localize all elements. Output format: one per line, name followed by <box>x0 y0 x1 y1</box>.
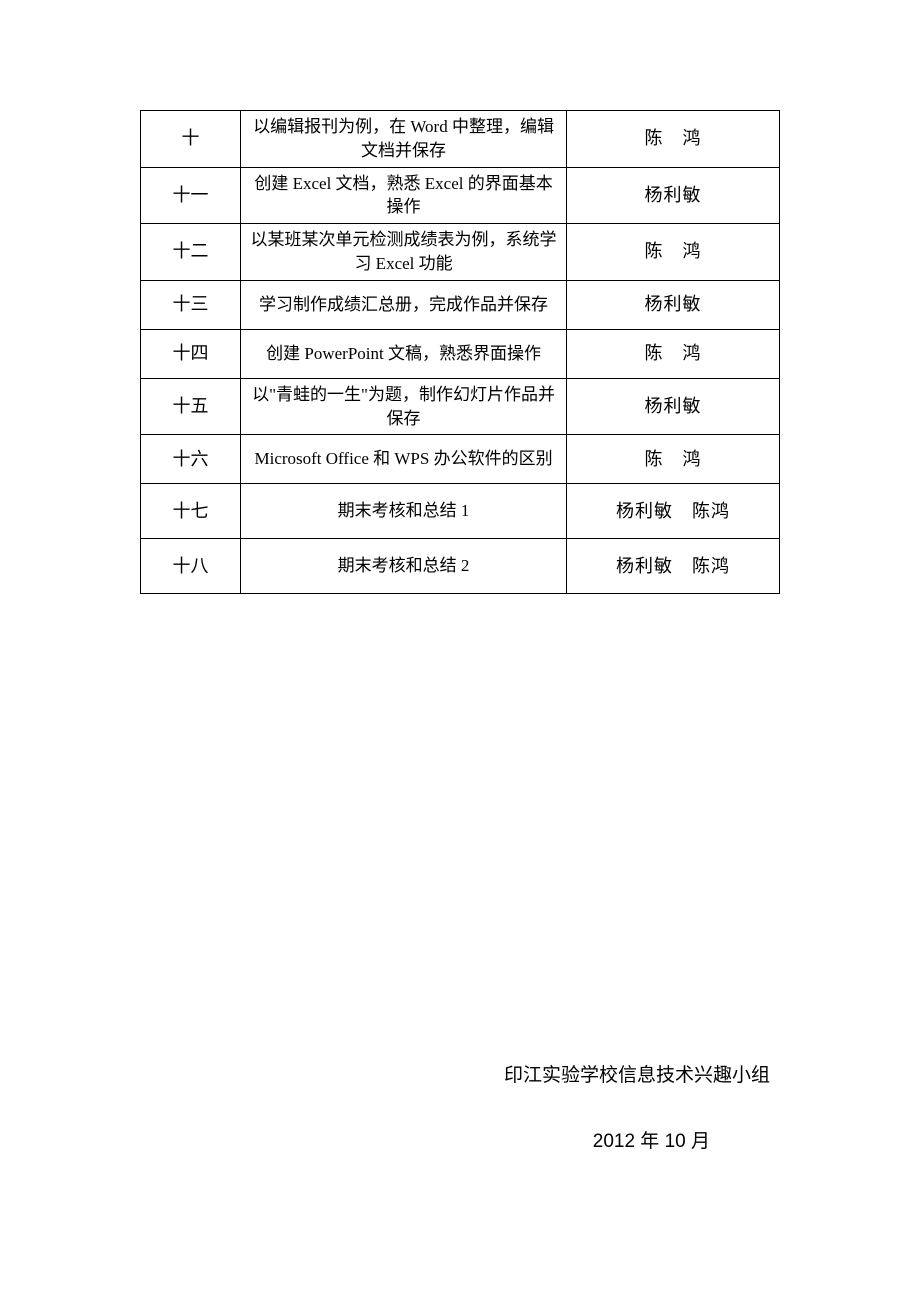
teacher-cell: 陈 鸿 <box>566 224 779 281</box>
table-row: 十一创建 Excel 文档，熟悉 Excel 的界面基本操作杨利敏 <box>141 167 780 224</box>
week-cell: 十五 <box>141 378 241 435</box>
content-cell: 以编辑报刊为例，在 Word 中整理，编辑文档并保存 <box>241 111 567 168</box>
content-cell: 以某班某次单元检测成绩表为例，系统学习 Excel 功能 <box>241 224 567 281</box>
table-row: 十六Microsoft Office 和 WPS 办公软件的区别陈 鸿 <box>141 435 780 484</box>
table-row: 十三学习制作成绩汇总册，完成作品并保存杨利敏 <box>141 280 780 329</box>
teacher-cell: 杨利敏 陈鸿 <box>566 484 779 539</box>
week-cell: 十七 <box>141 484 241 539</box>
teacher-cell: 陈 鸿 <box>566 435 779 484</box>
table-row: 十七期末考核和总结 1杨利敏 陈鸿 <box>141 484 780 539</box>
teacher-cell: 杨利敏 <box>566 167 779 224</box>
teacher-cell: 陈 鸿 <box>566 329 779 378</box>
content-cell: 期末考核和总结 2 <box>241 539 567 594</box>
table-row: 十二以某班某次单元检测成绩表为例，系统学习 Excel 功能陈 鸿 <box>141 224 780 281</box>
table-row: 十以编辑报刊为例，在 Word 中整理，编辑文档并保存陈 鸿 <box>141 111 780 168</box>
footer-organization: 印江实验学校信息技术兴趣小组 <box>504 1060 770 1087</box>
content-cell: 创建 PowerPoint 文稿，熟悉界面操作 <box>241 329 567 378</box>
week-cell: 十四 <box>141 329 241 378</box>
content-cell: Microsoft Office 和 WPS 办公软件的区别 <box>241 435 567 484</box>
week-cell: 十三 <box>141 280 241 329</box>
schedule-table: 十以编辑报刊为例，在 Word 中整理，编辑文档并保存陈 鸿十一创建 Excel… <box>140 110 780 594</box>
teacher-cell: 杨利敏 <box>566 280 779 329</box>
content-cell: 创建 Excel 文档，熟悉 Excel 的界面基本操作 <box>241 167 567 224</box>
week-cell: 十一 <box>141 167 241 224</box>
footer-date: 2012 年 10 月 <box>593 1126 710 1153</box>
table-row: 十八期末考核和总结 2杨利敏 陈鸿 <box>141 539 780 594</box>
teacher-cell: 陈 鸿 <box>566 111 779 168</box>
content-cell: 学习制作成绩汇总册，完成作品并保存 <box>241 280 567 329</box>
week-cell: 十二 <box>141 224 241 281</box>
table-row: 十五以"青蛙的一生"为题，制作幻灯片作品并保存杨利敏 <box>141 378 780 435</box>
table-row: 十四创建 PowerPoint 文稿，熟悉界面操作陈 鸿 <box>141 329 780 378</box>
page-container: 十以编辑报刊为例，在 Word 中整理，编辑文档并保存陈 鸿十一创建 Excel… <box>0 0 920 594</box>
teacher-cell: 杨利敏 陈鸿 <box>566 539 779 594</box>
content-cell: 以"青蛙的一生"为题，制作幻灯片作品并保存 <box>241 378 567 435</box>
week-cell: 十 <box>141 111 241 168</box>
week-cell: 十八 <box>141 539 241 594</box>
table-body: 十以编辑报刊为例，在 Word 中整理，编辑文档并保存陈 鸿十一创建 Excel… <box>141 111 780 594</box>
content-cell: 期末考核和总结 1 <box>241 484 567 539</box>
week-cell: 十六 <box>141 435 241 484</box>
teacher-cell: 杨利敏 <box>566 378 779 435</box>
